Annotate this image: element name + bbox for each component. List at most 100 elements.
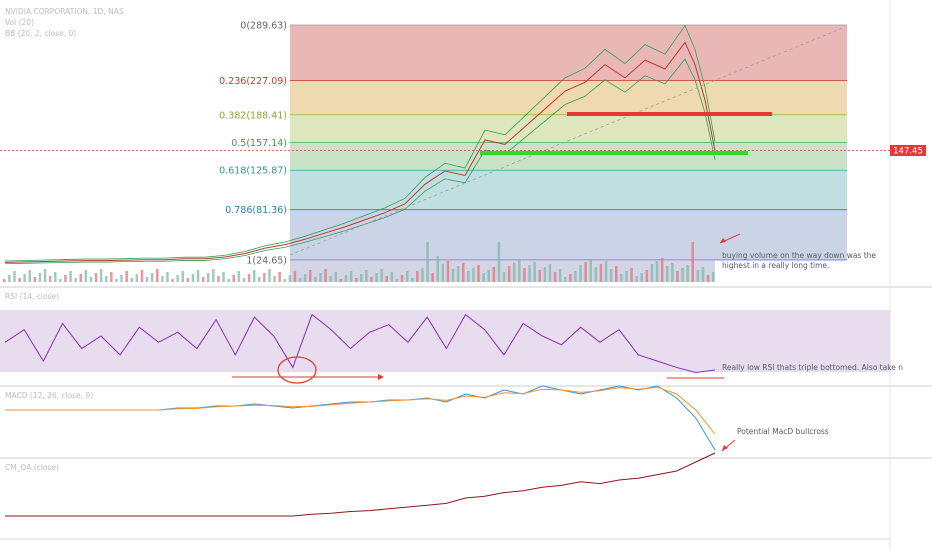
cmf-panel-title: CM_OA (close): [5, 463, 59, 472]
volume-bar: [161, 276, 164, 282]
macd-panel-title: MACD (12, 26, close, 9): [5, 391, 93, 400]
volume-bar: [462, 263, 465, 282]
volume-bar: [145, 277, 149, 282]
fib-level-label: 0.786(81.36): [225, 205, 287, 216]
volume-bar: [242, 278, 246, 282]
volume-bar: [671, 263, 674, 282]
volume-bar: [273, 276, 276, 282]
volume-bar: [523, 268, 526, 282]
volume-bar: [609, 269, 613, 282]
volume-bar: [528, 265, 531, 282]
volume-bar: [252, 270, 256, 282]
volume-bar: [676, 271, 679, 282]
volume-bar: [319, 273, 322, 282]
volume-bar: [3, 279, 6, 282]
volume-bar: [421, 268, 424, 282]
volume-arrow-head: [720, 238, 726, 243]
volume-bar: [487, 270, 490, 282]
header-line-3: BB (20, 2, close, 0): [5, 29, 76, 38]
volume-bar: [564, 277, 567, 282]
volume-bar: [615, 266, 618, 282]
volume-bar: [232, 275, 235, 282]
volume-bar: [227, 279, 230, 282]
macd-line: [5, 386, 716, 435]
rsi-annotation: Really low RSI thats triple bottomed. Al…: [722, 363, 903, 372]
price-line: [4, 41, 716, 263]
volume-bar: [263, 273, 266, 282]
last-price-label: 147.45: [893, 147, 923, 157]
volume-bar: [201, 277, 205, 282]
volume-bar: [558, 269, 562, 282]
volume-band: [290, 260, 715, 282]
support-green-line[interactable]: [480, 151, 748, 155]
volume-bar: [48, 276, 52, 282]
volume-bar: [365, 270, 368, 282]
rsi-panel-title: RSI (14, close): [5, 292, 59, 301]
volume-bar: [33, 277, 37, 282]
rsi-line: [4, 313, 716, 373]
trend-line: [289, 26, 846, 256]
volume-bar: [574, 271, 577, 282]
volume-bar: [579, 265, 582, 282]
cmf-series: [5, 452, 716, 517]
volume-bar: [74, 278, 77, 282]
volume-bar: [268, 269, 271, 282]
volume-bar: [140, 270, 144, 282]
macd-line: [5, 385, 716, 451]
volume-bar: [630, 268, 633, 282]
fib-level-label: 1(24.65): [246, 256, 287, 267]
volume-bar: [38, 273, 42, 282]
volume-bar: [625, 271, 628, 282]
volume-bar: [426, 242, 429, 282]
volume-bar: [497, 242, 501, 282]
volume-bar: [548, 264, 552, 282]
volume-bar: [130, 278, 133, 282]
bollinger-lower: [4, 58, 716, 265]
volume-bar: [507, 266, 511, 282]
volume-bar: [380, 269, 383, 282]
volume-bar: [620, 274, 623, 282]
volume-bar: [513, 263, 516, 282]
cm-oa-line: [5, 452, 716, 517]
volume-bar: [196, 270, 200, 282]
rsi-trend-arrow-head: [378, 374, 384, 380]
volume-bar: [696, 270, 700, 282]
volume-bar: [395, 279, 399, 282]
volume-bars: [3, 242, 715, 282]
volume-bar: [89, 277, 93, 282]
volume-bar: [125, 271, 128, 282]
volume-bar: [23, 274, 26, 282]
volume-bar: [492, 267, 496, 282]
volume-bar: [584, 262, 587, 282]
volume-bar: [446, 261, 450, 282]
volume-bar: [207, 273, 210, 282]
volume-bar: [416, 271, 419, 282]
volume-bar: [655, 261, 659, 282]
fib-level-label: 0.382(188.41): [219, 110, 287, 121]
volume-bar: [640, 273, 643, 282]
volume-bar: [309, 270, 312, 282]
volume-bar: [533, 262, 536, 282]
volume-bar: [59, 279, 62, 282]
rsi-bottom-circle[interactable]: [277, 356, 317, 384]
volume-bar: [441, 264, 445, 282]
volume-bar: [110, 272, 113, 282]
fibonacci-retracement[interactable]: 0(289.63) 0.236(227.09) 0.382(188.41) 0.5(1…: [219, 21, 847, 267]
volume-bar: [283, 279, 286, 282]
fib-level-label: 0.5(157.14): [231, 138, 287, 149]
volume-bar: [135, 274, 139, 282]
volume-bar: [456, 266, 460, 282]
volume-bar: [390, 272, 394, 282]
volume-bar: [645, 270, 649, 282]
macd-series: [5, 385, 716, 451]
volume-bar: [258, 277, 261, 282]
volume-bar: [79, 274, 82, 282]
fib-band: [290, 142, 847, 171]
volume-bar: [436, 256, 439, 282]
volume-bar: [237, 271, 241, 282]
volume-bar: [166, 272, 169, 282]
volume-bar: [594, 267, 598, 282]
resistance-red-line[interactable]: [567, 112, 772, 116]
volume-bar: [293, 271, 297, 282]
